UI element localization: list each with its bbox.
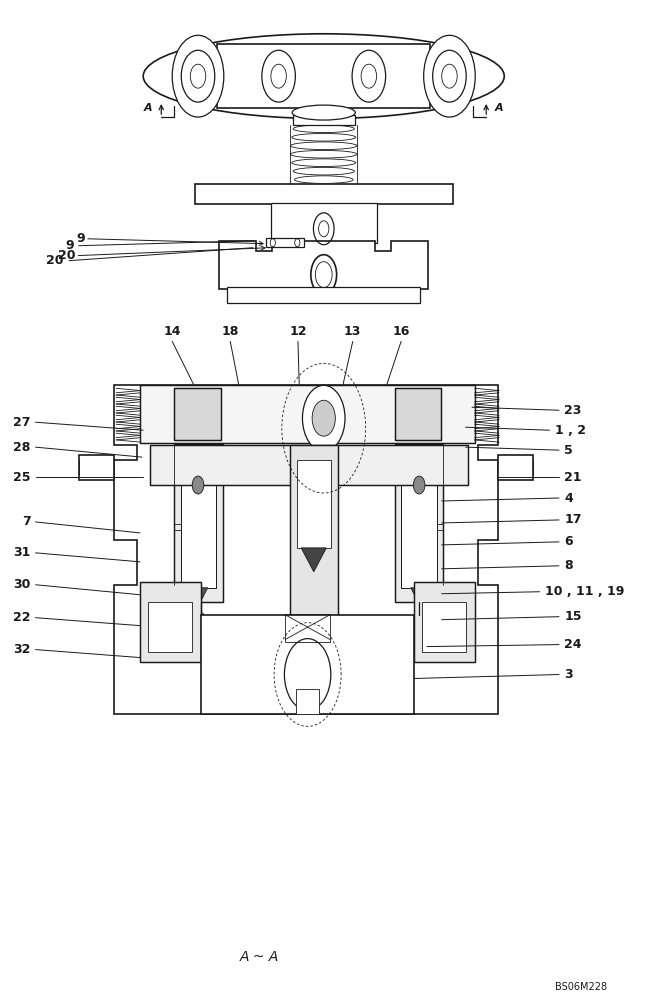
Bar (174, 388, 220, 440)
Circle shape (319, 221, 329, 237)
Text: 16: 16 (393, 325, 410, 338)
Bar (290, 445, 338, 630)
Circle shape (191, 64, 206, 88)
Text: 21: 21 (564, 471, 582, 484)
Text: A: A (144, 103, 153, 113)
Bar (395, 388, 441, 440)
Bar (401, 458, 437, 588)
Text: 3: 3 (564, 668, 573, 681)
Text: 9: 9 (76, 232, 85, 245)
Bar (414, 582, 475, 662)
Bar (79, 455, 114, 480)
Text: 10 , 11 , 19: 10 , 11 , 19 (545, 585, 624, 598)
Bar (140, 582, 202, 662)
Bar (195, 184, 453, 204)
Bar (401, 458, 437, 588)
Ellipse shape (290, 142, 357, 150)
Bar (395, 444, 443, 602)
Bar (202, 615, 414, 714)
Ellipse shape (172, 35, 224, 117)
Text: 28: 28 (13, 441, 30, 454)
Circle shape (312, 400, 335, 436)
Text: 12: 12 (289, 325, 307, 338)
Text: A: A (495, 103, 503, 113)
Text: 20: 20 (58, 249, 76, 262)
Bar (422, 602, 466, 652)
Bar (150, 445, 467, 485)
Bar (181, 458, 216, 588)
Bar (174, 444, 222, 602)
Ellipse shape (424, 35, 475, 117)
Text: BS06M228: BS06M228 (555, 982, 607, 992)
Bar (140, 582, 202, 662)
Bar (285, 614, 330, 642)
Text: 4: 4 (564, 492, 573, 505)
Circle shape (442, 64, 457, 88)
Circle shape (271, 64, 286, 88)
Text: 27: 27 (13, 416, 30, 429)
Bar (498, 455, 533, 480)
Text: 24: 24 (564, 638, 582, 651)
Ellipse shape (292, 159, 356, 167)
Bar (271, 203, 376, 243)
Bar (414, 582, 475, 662)
Text: 32: 32 (13, 643, 30, 656)
Bar (297, 460, 331, 548)
Text: A ~ A: A ~ A (240, 950, 279, 964)
Bar (150, 445, 467, 485)
Ellipse shape (293, 125, 354, 133)
Bar (290, 445, 338, 630)
Text: 7: 7 (21, 515, 30, 528)
Text: 31: 31 (13, 546, 30, 559)
Bar (296, 689, 319, 714)
Text: 1 , 2: 1 , 2 (555, 424, 586, 437)
Circle shape (361, 64, 376, 88)
Text: 30: 30 (13, 578, 30, 591)
Bar (266, 238, 305, 247)
Bar (174, 444, 222, 602)
Circle shape (284, 639, 331, 710)
Text: 18: 18 (222, 325, 239, 338)
Text: 17: 17 (564, 513, 582, 526)
Polygon shape (301, 548, 327, 572)
Ellipse shape (293, 167, 354, 175)
Bar (217, 44, 430, 108)
Text: 6: 6 (564, 535, 573, 548)
Polygon shape (114, 385, 498, 714)
Text: 9: 9 (65, 239, 74, 252)
Text: 23: 23 (564, 404, 582, 417)
Polygon shape (217, 44, 430, 108)
Circle shape (303, 385, 345, 451)
Bar (227, 287, 421, 303)
Bar (140, 385, 475, 443)
Bar (148, 602, 192, 652)
Ellipse shape (292, 105, 355, 120)
Polygon shape (191, 588, 208, 605)
Bar (293, 115, 354, 125)
Text: 20: 20 (47, 254, 64, 267)
Circle shape (413, 476, 425, 494)
Text: 22: 22 (13, 611, 30, 624)
Ellipse shape (292, 133, 356, 141)
Text: 15: 15 (564, 610, 582, 623)
Bar (140, 385, 475, 443)
Bar (395, 444, 443, 602)
Ellipse shape (294, 176, 353, 183)
Text: 14: 14 (163, 325, 181, 338)
Text: 8: 8 (564, 559, 573, 572)
Bar (395, 388, 441, 440)
Ellipse shape (290, 150, 357, 158)
Polygon shape (219, 241, 428, 289)
Bar (181, 458, 216, 588)
Polygon shape (411, 588, 428, 605)
Text: 5: 5 (564, 444, 573, 457)
Circle shape (192, 476, 204, 494)
Text: 25: 25 (13, 471, 30, 484)
Text: 13: 13 (344, 325, 362, 338)
Ellipse shape (143, 34, 504, 119)
Bar (174, 388, 220, 440)
